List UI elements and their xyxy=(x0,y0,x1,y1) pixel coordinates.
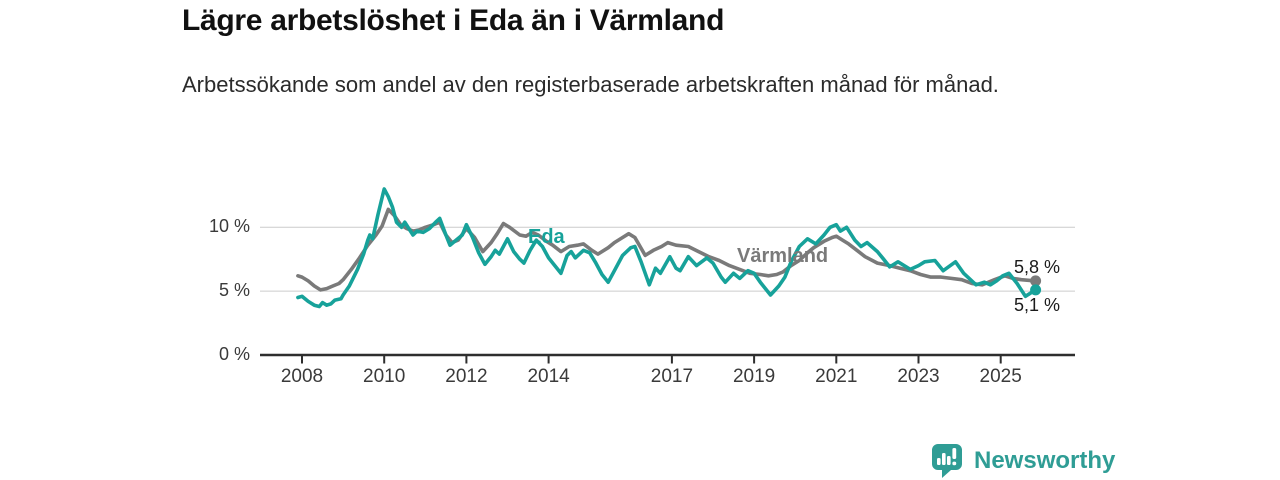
x-axis-tick-label: 2014 xyxy=(527,366,570,387)
x-axis-tick-label: 2025 xyxy=(979,366,1022,387)
x-axis-tick-label: 2017 xyxy=(650,366,694,387)
x-axis-tick-label: 2021 xyxy=(815,366,858,387)
eda-line-series xyxy=(296,187,1038,309)
y-axis-tick-label: 5 % xyxy=(218,280,250,301)
newsworthy-bar-chart-icon xyxy=(929,442,965,479)
x-axis-tick-label: 2019 xyxy=(732,366,776,387)
eda-end-value-label: 5,1 % xyxy=(1014,295,1061,315)
varmland-end-value-label: 5,8 % xyxy=(1014,257,1061,277)
vrmland-line-series xyxy=(296,207,1038,292)
chart-title: Lägre arbetslöshet i Eda än i Värmland xyxy=(182,4,725,37)
x-axis-tick-label: 2012 xyxy=(445,366,488,387)
x-axis-tick-label: 2023 xyxy=(897,366,940,387)
varmland-series-label: Värmland xyxy=(737,245,829,267)
x-axis-tick-label: 2008 xyxy=(280,366,324,387)
y-axis-tick-label: 0 % xyxy=(218,344,250,364)
y-axis-tick-label: 10 % xyxy=(208,216,250,237)
chart-subtitle: Arbetssökande som andel av den registerb… xyxy=(182,72,999,97)
vrmland-end-dot xyxy=(1030,275,1042,287)
eda-end-dot xyxy=(1030,284,1042,296)
x-axis-tick-label: 2010 xyxy=(363,366,406,387)
eda-series-label: Eda xyxy=(528,226,565,248)
newsworthy-logo[interactable]: Newsworthy xyxy=(929,442,1115,479)
newsworthy-logo-text: Newsworthy xyxy=(974,446,1116,474)
